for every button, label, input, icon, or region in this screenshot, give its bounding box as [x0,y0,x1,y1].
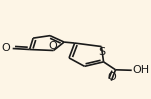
Text: OH: OH [132,65,150,75]
Text: O: O [48,41,57,51]
Text: O: O [2,43,11,53]
Text: S: S [99,47,106,57]
Text: O: O [107,72,116,82]
